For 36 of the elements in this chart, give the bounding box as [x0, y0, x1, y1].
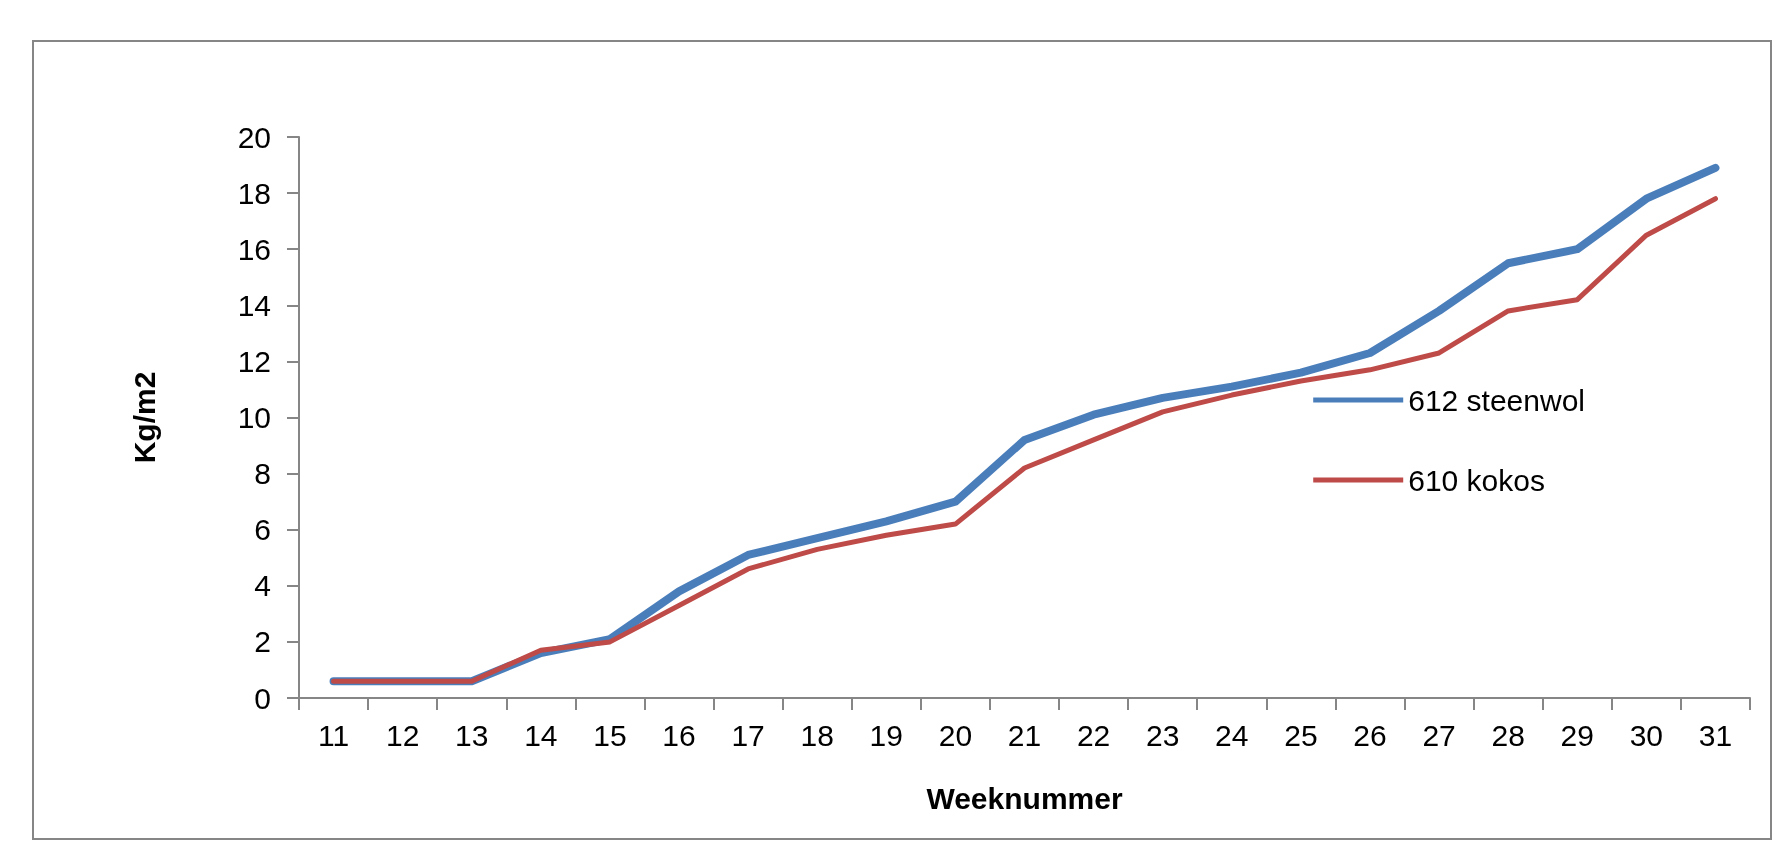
x-tick-label: 12 — [385, 718, 420, 752]
y-axis-title: Kg/m2 — [127, 371, 161, 464]
x-tick-label: 16 — [662, 718, 696, 752]
x-axis-title: Weeknummer — [926, 781, 1123, 815]
y-tick-label: 6 — [254, 513, 271, 547]
x-tick-label: 23 — [1146, 718, 1180, 752]
y-tick-label: 2 — [254, 625, 271, 659]
x-tick-label: 18 — [800, 718, 834, 752]
x-tick-label: 29 — [1560, 718, 1594, 752]
x-tick-label: 30 — [1629, 718, 1664, 752]
x-tick-label: 21 — [1007, 718, 1042, 752]
legend-label: 610 kokos — [1408, 463, 1545, 497]
legend-label: 612 steenwol — [1408, 383, 1585, 417]
x-tick-label: 15 — [593, 718, 627, 752]
x-tick-label: 25 — [1284, 718, 1318, 752]
y-tick-label: 10 — [237, 401, 271, 434]
x-tick-label: 27 — [1422, 718, 1456, 752]
x-tick-label: 20 — [938, 718, 973, 752]
y-tick-label: 8 — [254, 457, 271, 491]
x-tick-label: 17 — [731, 718, 765, 752]
x-tick-label: 11 — [317, 718, 350, 752]
y-tick-label: 14 — [237, 288, 271, 322]
y-tick-label: 16 — [237, 232, 271, 266]
x-tick-label: 31 — [1698, 718, 1733, 752]
y-tick-label: 12 — [237, 344, 271, 378]
y-tick-label: 20 — [237, 120, 271, 154]
x-tick-label: 24 — [1215, 718, 1249, 752]
x-tick-label: 13 — [455, 718, 489, 752]
x-tick-label: 28 — [1491, 718, 1525, 752]
x-tick-label: 26 — [1353, 718, 1387, 752]
x-tick-label: 14 — [524, 718, 558, 752]
x-tick-label: 19 — [869, 718, 903, 752]
y-tick-label: 18 — [237, 176, 271, 210]
y-tick-label: 4 — [254, 569, 271, 603]
x-tick-label: 22 — [1076, 718, 1111, 752]
y-tick-label: 0 — [254, 681, 271, 715]
